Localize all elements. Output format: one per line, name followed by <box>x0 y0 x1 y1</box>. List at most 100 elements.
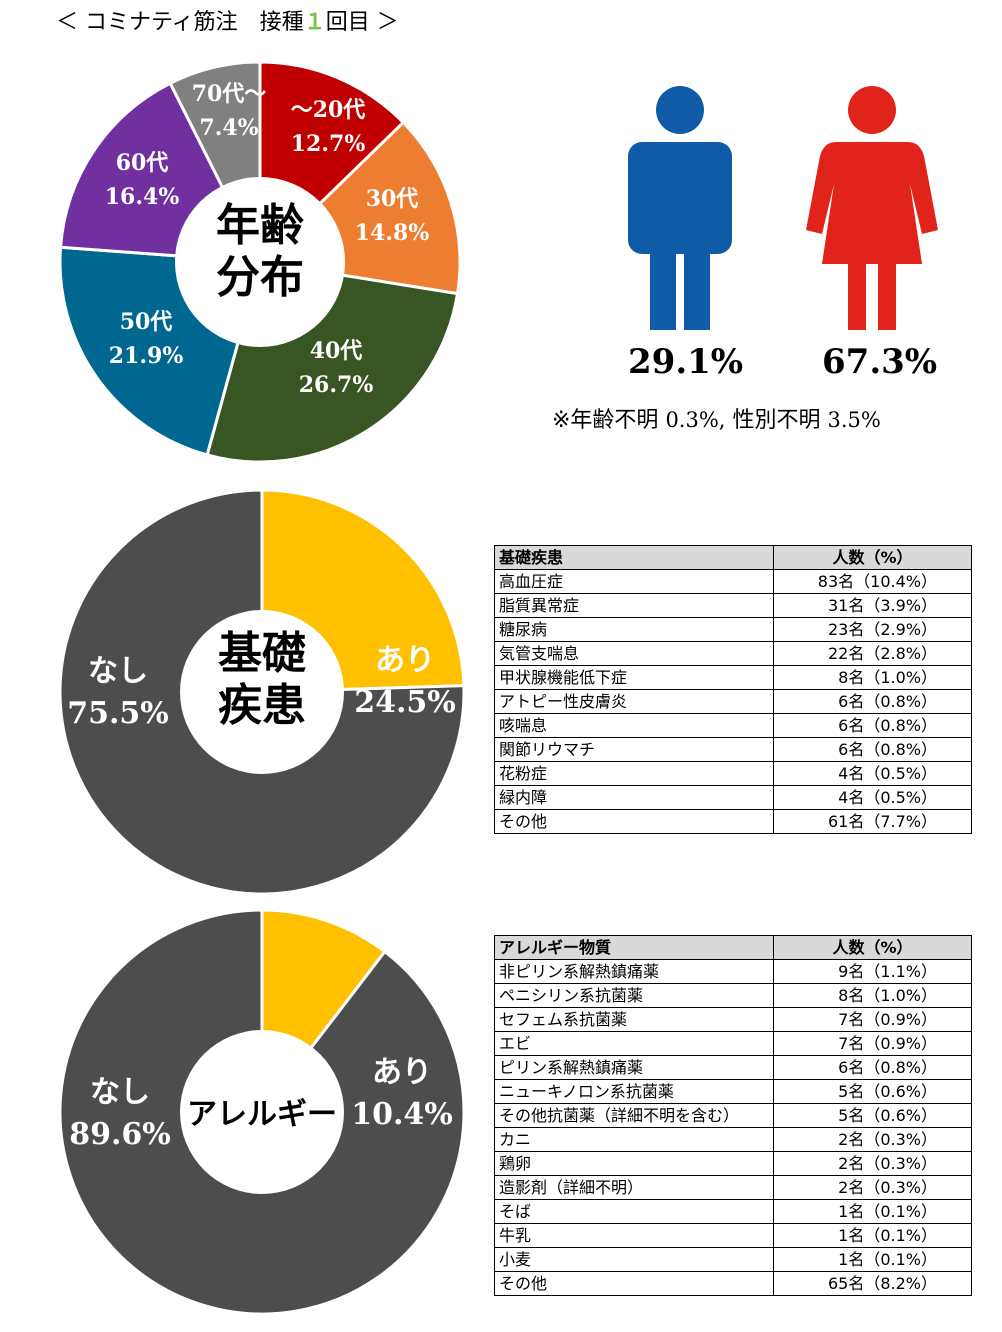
row-count: 1名（0.1%） <box>773 1247 972 1272</box>
unknown-age-value: 0.3%, <box>665 408 726 432</box>
slice-value-label: 16.4% <box>105 184 180 210</box>
row-count: 1名（0.1%） <box>773 1223 972 1248</box>
row-label: そば <box>494 1199 774 1224</box>
slice-value-label: 26.7% <box>299 372 374 398</box>
table-header-row: 基礎疾患 人数（%） <box>494 545 972 570</box>
slice-label: 70代～ <box>192 81 267 107</box>
row-label: 脂質異常症 <box>494 593 774 618</box>
row-label: ペニシリン系抗菌薬 <box>494 983 774 1008</box>
header-suffix: 回目 ＞ <box>325 10 399 35</box>
row-count: 61名（7.7%） <box>773 809 972 834</box>
count-col-header: 人数（%） <box>773 935 972 960</box>
unknown-sex-label: 性別不明 <box>732 408 821 433</box>
donut-hole <box>180 1030 344 1194</box>
allergen-col-header: アレルギー物質 <box>494 935 774 960</box>
table-row: その他 61名（7.7%） <box>494 809 972 834</box>
row-label: 小麦 <box>494 1247 774 1272</box>
row-count: 6名（0.8%） <box>773 713 972 738</box>
table-row: 関節リウマチ 6名（0.8%） <box>494 737 972 762</box>
row-label: セフェム系抗菌薬 <box>494 1007 774 1032</box>
row-count: 9名（1.1%） <box>773 959 972 984</box>
row-count: 1名（0.1%） <box>773 1199 972 1224</box>
row-label: 花粉症 <box>494 761 774 786</box>
table-row: 糖尿病 23名（2.9%） <box>494 617 972 642</box>
row-count: 5名（0.6%） <box>773 1079 972 1104</box>
header-prefix: ＜ コミナティ筋注 接種 <box>56 10 304 35</box>
row-label: アトピー性皮膚炎 <box>494 689 774 714</box>
slice-label: あり <box>375 643 435 678</box>
male-percentage: 29.1% <box>628 342 744 382</box>
row-label: その他抗菌薬（詳細不明を含む） <box>494 1103 774 1128</box>
table-row: 緑内障 4名（0.5%） <box>494 785 972 810</box>
table-row: その他 65名（8.2%） <box>494 1271 972 1296</box>
row-label: その他 <box>494 809 774 834</box>
table-row: 高血圧症 83名（10.4%） <box>494 569 972 594</box>
row-count: 8名（1.0%） <box>773 665 972 690</box>
table-row: 牛乳 1名（0.1%） <box>494 1223 972 1248</box>
row-count: 2名（0.3%） <box>773 1151 972 1176</box>
row-label: 糖尿病 <box>494 617 774 642</box>
donut-hole <box>180 610 344 774</box>
row-count: 23名（2.9%） <box>773 617 972 642</box>
dose-number: １ <box>303 10 326 35</box>
row-count: 7名（0.9%） <box>773 1007 972 1032</box>
donut-center-label: 年齢 <box>216 200 304 251</box>
row-label: その他 <box>494 1271 774 1296</box>
table-row: その他抗菌薬（詳細不明を含む） 5名（0.6%） <box>494 1103 972 1128</box>
allergy-table: アレルギー物質 人数（%） 非ピリン系解熱鎮痛薬 9名（1.1%） ペニシリン系抗菌… <box>494 935 972 1296</box>
row-label: 造影剤（詳細不明） <box>494 1175 774 1200</box>
row-count: 31名（3.9%） <box>773 593 972 618</box>
row-count: 2名（0.3%） <box>773 1127 972 1152</box>
row-count: 65名（8.2%） <box>773 1271 972 1296</box>
table-row: 鶏卵 2名（0.3%） <box>494 1151 972 1176</box>
unknown-age-label: ※年齢不明 <box>552 408 659 433</box>
table-row: 気管支喘息 22名（2.8%） <box>494 641 972 666</box>
donut-center-label: 分布 <box>216 252 304 303</box>
table-row: そば 1名（0.1%） <box>494 1199 972 1224</box>
row-count: 7名（0.9%） <box>773 1031 972 1056</box>
table-row: 小麦 1名（0.1%） <box>494 1247 972 1272</box>
slice-value-label: 10.4% <box>351 1097 453 1132</box>
row-label: エビ <box>494 1031 774 1056</box>
table-row: アトピー性皮膚炎 6名（0.8%） <box>494 689 972 714</box>
row-label: 鶏卵 <box>494 1151 774 1176</box>
gender-icons <box>628 86 938 330</box>
slice-label: なし <box>88 654 148 689</box>
row-count: 6名（0.8%） <box>773 689 972 714</box>
slice-value-label: 75.5% <box>67 696 169 731</box>
table-row: ペニシリン系抗菌薬 8名（1.0%） <box>494 983 972 1008</box>
row-label: 甲状腺機能低下症 <box>494 665 774 690</box>
table-row: 非ピリン系解熱鎮痛薬 9名（1.1%） <box>494 959 972 984</box>
slice-label: 50代 <box>120 309 173 335</box>
row-label: 高血圧症 <box>494 569 774 594</box>
row-count: 4名（0.5%） <box>773 761 972 786</box>
donut-center-label: 疾患 <box>218 680 306 731</box>
donut-center-label: アレルギー <box>187 1097 337 1132</box>
donut-hole <box>175 177 345 347</box>
row-count: 83名（10.4%） <box>773 569 972 594</box>
table-row: ニューキノロン系抗菌薬 5名（0.6%） <box>494 1079 972 1104</box>
table-row: エビ 7名（0.9%） <box>494 1031 972 1056</box>
page-header: ＜ コミナティ筋注 接種１回目 ＞ <box>56 4 399 36</box>
row-count: 2名（0.3%） <box>773 1175 972 1200</box>
row-label: 緑内障 <box>494 785 774 810</box>
table-header-row: アレルギー物質 人数（%） <box>494 935 972 960</box>
count-col-header: 人数（%） <box>773 545 972 570</box>
disease-col-header: 基礎疾患 <box>494 545 774 570</box>
table-row: 咳喘息 6名（0.8%） <box>494 713 972 738</box>
row-count: 5名（0.6%） <box>773 1103 972 1128</box>
row-label: 関節リウマチ <box>494 737 774 762</box>
slice-value-label: 12.7% <box>291 131 366 157</box>
row-count: 6名（0.8%） <box>773 737 972 762</box>
slice-label: あり <box>372 1055 432 1090</box>
row-count: 8名（1.0%） <box>773 983 972 1008</box>
row-label: 非ピリン系解熱鎮痛薬 <box>494 959 774 984</box>
table-row: 甲状腺機能低下症 8名（1.0%） <box>494 665 972 690</box>
row-label: ピリン系解熱鎮痛薬 <box>494 1055 774 1080</box>
disease-table: 基礎疾患 人数（%） 高血圧症 83名（10.4%） 脂質異常症 31名（3.9%）糖… <box>494 545 972 834</box>
table-row: 脂質異常症 31名（3.9%） <box>494 593 972 618</box>
row-count: 6名（0.8%） <box>773 1055 972 1080</box>
slice-label: 40代 <box>310 338 363 364</box>
slice-label: 60代 <box>116 150 169 176</box>
